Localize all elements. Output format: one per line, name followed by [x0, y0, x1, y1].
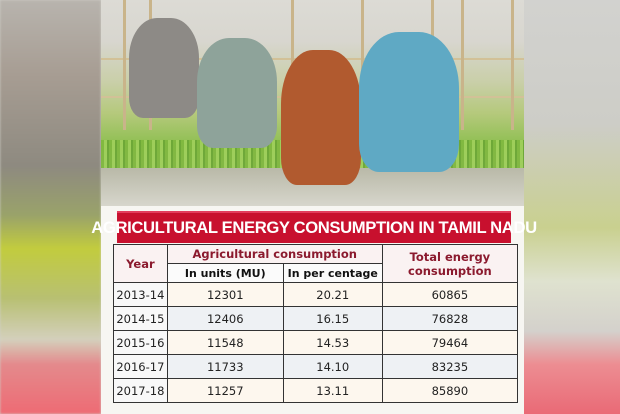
- cell-units: 11548: [166, 330, 284, 355]
- cell-units: 11257: [166, 378, 284, 403]
- cell-units: 11733: [166, 354, 284, 379]
- cell-percent: 14.10: [282, 354, 383, 379]
- farmer-figure: [281, 50, 361, 185]
- cell-total: 76828: [381, 306, 519, 331]
- cell-percent: 16.15: [282, 306, 383, 331]
- table-row: 2016-17 11733 14.10 83235: [113, 354, 519, 379]
- cell-total: 60865: [381, 282, 519, 307]
- fence-pole: [461, 0, 464, 130]
- cell-percent: 20.21: [282, 282, 383, 307]
- cell-percent: 14.53: [282, 330, 383, 355]
- cell-units: 12301: [166, 282, 284, 307]
- header-units: In units (MU): [166, 263, 284, 283]
- cell-percent: 13.11: [282, 378, 383, 403]
- blurred-right-background: [524, 0, 620, 414]
- header-percent: In per centage: [282, 263, 383, 283]
- energy-consumption-table: Year Agricultural consumption Total ener…: [113, 244, 519, 403]
- paddy-field-photo: [101, 0, 524, 206]
- cell-year: 2014-15: [113, 306, 168, 331]
- blurred-left-background: [0, 0, 101, 414]
- table-row: 2014-15 12406 16.15 76828: [113, 306, 519, 331]
- cell-year: 2017-18: [113, 378, 168, 403]
- farmer-figure: [359, 32, 459, 172]
- fence-pole: [511, 0, 514, 130]
- farmer-figure: [129, 18, 199, 118]
- cell-total: 85890: [381, 378, 519, 403]
- cell-total: 79464: [381, 330, 519, 355]
- cell-year: 2016-17: [113, 354, 168, 379]
- fence-pole: [123, 0, 126, 130]
- header-total-energy: Total energy consumption: [381, 244, 519, 283]
- cell-total: 83235: [381, 354, 519, 379]
- farmer-figure: [197, 38, 277, 148]
- infographic-title: AGRICULTURAL ENERGY CONSUMPTION IN TAMIL…: [91, 211, 537, 243]
- table-row: 2013-14 12301 20.21 60865: [113, 282, 519, 307]
- table-row: 2017-18 11257 13.11 85890: [113, 378, 519, 403]
- header-agricultural-consumption: Agricultural consumption: [166, 244, 383, 264]
- cell-units: 12406: [166, 306, 284, 331]
- cell-year: 2013-14: [113, 282, 168, 307]
- table-row: 2015-16 11548 14.53 79464: [113, 330, 519, 355]
- header-year: Year: [113, 244, 168, 283]
- infographic-card: AGRICULTURAL ENERGY CONSUMPTION IN TAMIL…: [91, 206, 537, 414]
- cell-year: 2015-16: [113, 330, 168, 355]
